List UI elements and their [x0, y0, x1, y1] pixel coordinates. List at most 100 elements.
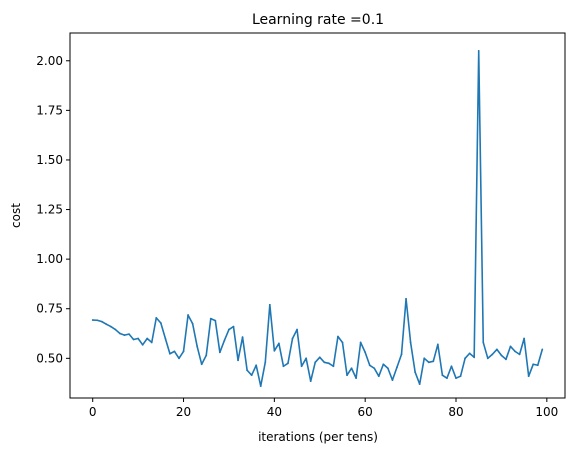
x-tick-label: 0	[89, 405, 97, 419]
data-point	[309, 380, 312, 383]
data-point	[159, 322, 162, 324]
data-point	[327, 362, 330, 365]
data-point	[518, 353, 521, 356]
data-point	[436, 343, 439, 346]
data-point	[305, 357, 308, 360]
data-point	[273, 349, 276, 352]
data-point	[441, 374, 444, 377]
y-axis-label: cost	[9, 203, 23, 228]
data-point	[214, 319, 217, 322]
data-point	[282, 365, 285, 368]
data-point	[446, 377, 448, 380]
data-point	[155, 316, 158, 319]
data-point	[396, 366, 398, 369]
y-axis: 0.50 0.75 1.00 1.25 1.50 1.75 2.00	[36, 54, 70, 365]
y-tick-label: 1.00	[36, 252, 63, 266]
plot-area	[91, 49, 544, 387]
data-point	[405, 297, 407, 300]
data-point	[523, 337, 526, 340]
data-point	[427, 361, 430, 364]
data-point	[486, 357, 489, 360]
data-point	[250, 374, 253, 377]
data-point	[232, 325, 235, 328]
data-point	[505, 358, 507, 361]
data-point	[464, 357, 466, 360]
data-point	[482, 341, 485, 344]
data-point	[400, 353, 403, 356]
data-point	[237, 359, 239, 362]
data-point	[100, 320, 103, 323]
x-tick-label: 60	[358, 405, 373, 419]
data-point	[409, 341, 412, 344]
data-point	[432, 360, 435, 363]
data-point	[278, 342, 280, 345]
data-point	[209, 317, 212, 320]
plot-frame	[69, 32, 566, 399]
data-point	[200, 363, 203, 366]
data-point	[164, 337, 167, 340]
data-point	[246, 369, 249, 372]
x-tick-label: 100	[535, 405, 558, 419]
data-point	[191, 322, 194, 325]
data-point	[173, 350, 176, 353]
data-point	[337, 335, 339, 338]
data-point	[205, 354, 208, 357]
data-point	[423, 357, 426, 360]
data-point	[359, 341, 362, 344]
data-point	[514, 350, 516, 353]
data-point	[218, 351, 221, 354]
y-tick-label: 1.50	[36, 153, 63, 167]
data-point	[332, 365, 335, 368]
data-point	[296, 328, 298, 331]
data-point	[114, 328, 117, 331]
data-point	[377, 375, 380, 378]
y-tick-label: 0.75	[36, 302, 63, 316]
data-point	[355, 377, 357, 380]
data-point	[109, 325, 112, 328]
data-point	[318, 356, 321, 359]
y-tick-label: 0.50	[36, 351, 63, 365]
data-point	[137, 337, 140, 340]
data-point	[128, 333, 130, 336]
y-tick-label: 1.75	[36, 103, 63, 117]
data-point	[223, 339, 226, 342]
y-tick-label: 2.00	[36, 54, 63, 68]
data-point	[500, 354, 503, 357]
data-point	[132, 338, 135, 341]
data-point	[96, 319, 99, 322]
data-point	[527, 375, 530, 378]
data-point	[364, 351, 367, 354]
data-point	[468, 352, 471, 355]
data-point	[536, 364, 539, 367]
x-axis-label: iterations (per tens)	[258, 430, 378, 444]
data-point	[495, 348, 498, 351]
data-point	[255, 364, 258, 367]
data-point	[509, 345, 512, 348]
series-line-0	[92, 50, 544, 387]
data-point	[541, 348, 544, 351]
data-point	[187, 314, 189, 316]
x-tick-label: 40	[267, 405, 282, 419]
data-point	[414, 371, 417, 374]
data-point	[459, 375, 462, 378]
y-tick-label: 1.25	[36, 203, 63, 217]
data-point	[182, 350, 185, 353]
x-axis: 0 20 40 60 80 100	[89, 398, 558, 419]
data-point	[241, 336, 244, 338]
data-point	[141, 343, 144, 346]
data-point	[532, 363, 535, 366]
data-point	[341, 341, 344, 344]
data-point	[169, 352, 171, 355]
data-point	[91, 319, 94, 321]
data-point	[228, 328, 230, 331]
data-point	[391, 379, 394, 382]
data-point	[291, 337, 294, 340]
chart-title: Learning rate =0.1	[252, 12, 384, 28]
data-point	[150, 341, 153, 344]
data-point	[450, 365, 453, 368]
data-point	[268, 303, 271, 306]
data-point	[146, 337, 149, 340]
data-point	[105, 323, 108, 326]
data-point	[373, 367, 376, 370]
